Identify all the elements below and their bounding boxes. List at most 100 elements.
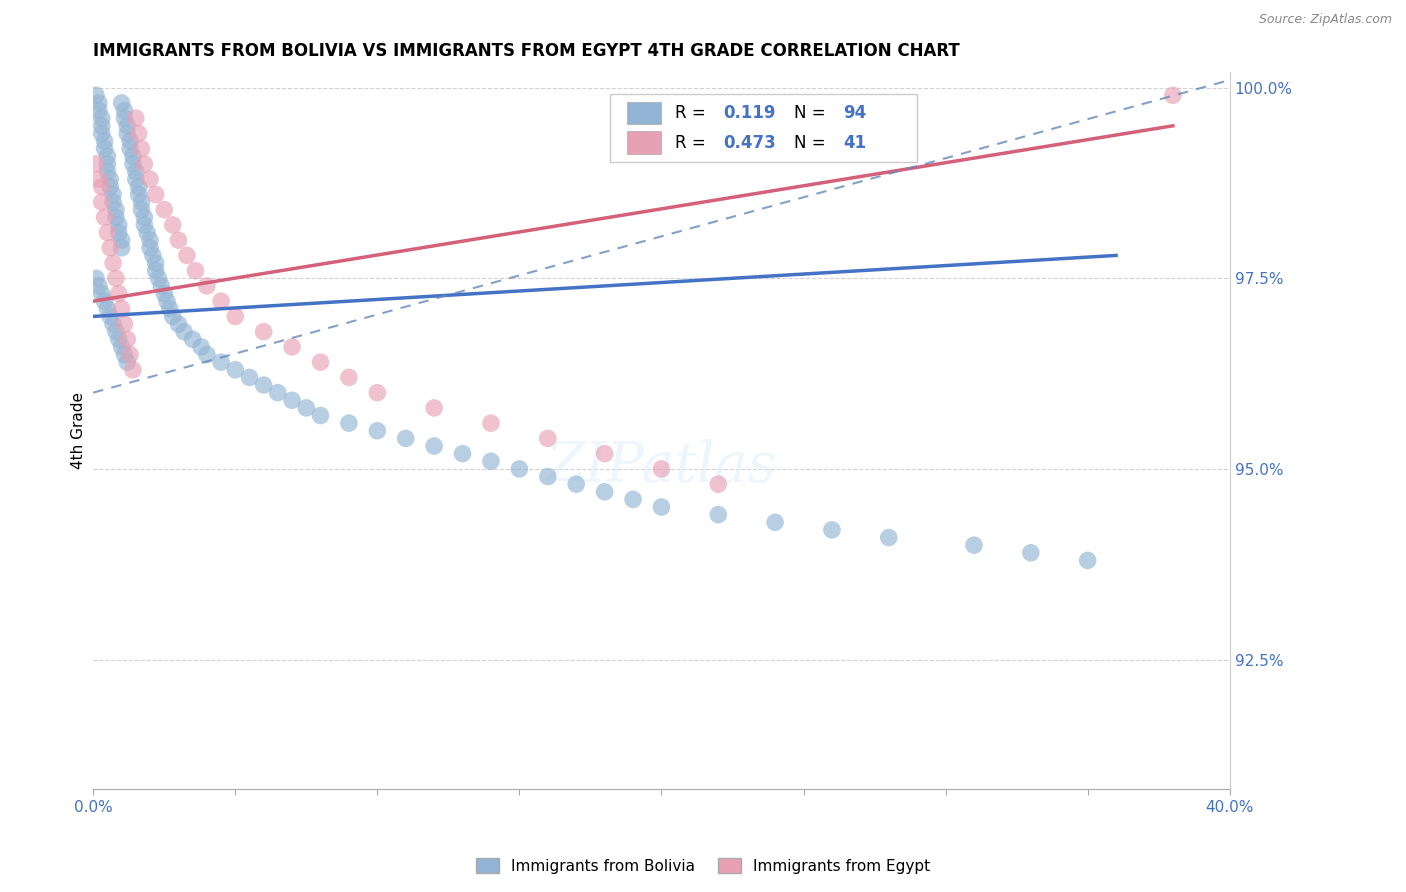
Point (96, 301, 118, 316)
Point (139, 241, 162, 255)
Point (190, 340, 212, 354)
Point (195, 347, 218, 361)
Point (209, 294, 232, 309)
Point (117, 127, 139, 141)
Point (253, 378, 276, 392)
Point (93, 211, 115, 225)
Point (451, 447, 474, 461)
Point (90, 286, 112, 301)
Point (128, 187, 150, 202)
Point (134, 211, 156, 225)
Point (107, 286, 129, 301)
Point (104, 271, 127, 285)
Point (479, 454, 502, 468)
Point (104, 202, 127, 217)
Point (593, 484, 616, 499)
Point (120, 134, 142, 148)
Point (281, 393, 304, 408)
Point (125, 164, 148, 178)
Point (1019, 546, 1042, 560)
Point (98, 241, 121, 255)
Point (114, 111, 136, 125)
Point (195, 279, 218, 293)
Point (128, 127, 150, 141)
Point (423, 439, 446, 453)
Point (101, 187, 124, 202)
Point (479, 416, 502, 430)
Point (90, 127, 112, 141)
Point (107, 332, 129, 346)
Y-axis label: 4th Grade: 4th Grade (72, 392, 86, 469)
Point (150, 279, 173, 293)
Point (281, 340, 304, 354)
Point (131, 202, 153, 217)
Point (209, 355, 232, 369)
Point (125, 111, 148, 125)
Point (96, 149, 118, 163)
Text: Source: ZipAtlas.com: Source: ZipAtlas.com (1258, 13, 1392, 27)
Point (309, 355, 332, 369)
Bar (627, 102, 661, 125)
Point (139, 172, 162, 186)
Point (122, 363, 145, 377)
Point (184, 263, 207, 277)
Point (131, 195, 153, 210)
Point (224, 310, 246, 324)
Point (650, 462, 672, 476)
Point (114, 347, 136, 361)
Point (167, 317, 190, 331)
Text: R =: R = (675, 134, 711, 152)
Point (963, 538, 986, 552)
Text: 94: 94 (844, 104, 866, 122)
Point (107, 218, 129, 232)
Point (253, 325, 276, 339)
Text: ZIPatlas: ZIPatlas (547, 439, 776, 494)
Point (1161, 88, 1184, 103)
Point (238, 370, 260, 384)
Point (104, 211, 127, 225)
Point (565, 477, 588, 491)
Point (117, 332, 139, 346)
Point (110, 241, 132, 255)
Point (114, 103, 136, 118)
Point (877, 531, 900, 545)
Point (98, 172, 121, 186)
Point (96, 157, 118, 171)
Point (142, 248, 165, 262)
Point (593, 447, 616, 461)
Point (107, 226, 129, 240)
Point (295, 401, 318, 415)
Point (120, 347, 142, 361)
Point (90, 111, 112, 125)
Point (110, 233, 132, 247)
Point (337, 370, 360, 384)
Point (366, 424, 388, 438)
Text: R =: R = (675, 104, 711, 122)
Point (159, 301, 181, 316)
Point (117, 119, 139, 133)
Point (90, 119, 112, 133)
Point (87, 103, 110, 118)
Point (707, 477, 730, 491)
Point (131, 142, 153, 156)
Point (125, 172, 148, 186)
Point (87, 95, 110, 110)
FancyBboxPatch shape (610, 94, 917, 162)
Point (117, 355, 139, 369)
Text: N =: N = (794, 134, 831, 152)
Point (122, 157, 145, 171)
Point (114, 317, 136, 331)
Point (181, 332, 204, 346)
Point (1077, 553, 1099, 567)
Point (139, 233, 162, 247)
Point (267, 385, 290, 400)
Point (134, 218, 156, 232)
Point (90, 195, 112, 210)
Point (167, 233, 190, 247)
Point (84, 88, 107, 103)
Point (395, 431, 418, 445)
Point (110, 95, 132, 110)
Point (176, 248, 198, 262)
Point (84, 271, 107, 285)
Point (508, 462, 530, 476)
